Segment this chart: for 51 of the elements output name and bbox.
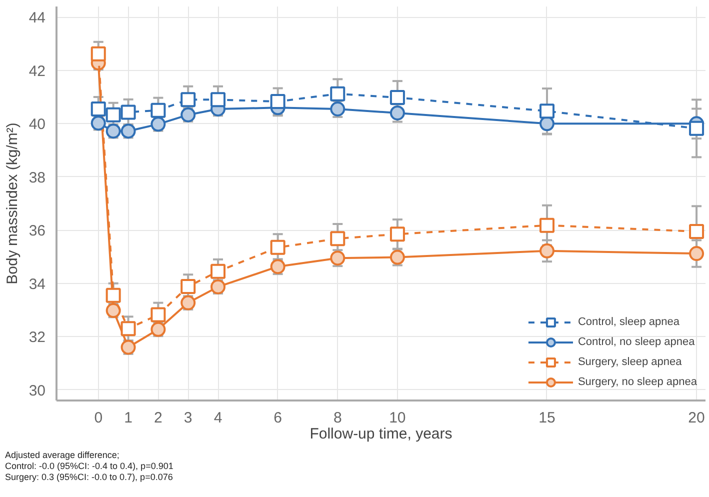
y-tick-label: 36 <box>28 222 46 240</box>
point <box>150 307 166 322</box>
x-tick-label: 8 <box>333 410 342 426</box>
x-tick-label: 2 <box>154 410 162 426</box>
x-tick-label: 1 <box>124 410 132 426</box>
text: Control: -0.0 (95%CI: -0.4 to 0.4), p=0.901 <box>5 461 174 471</box>
y-axis-title: Body massindex (kg/m²) <box>4 122 21 284</box>
point <box>120 104 136 120</box>
point <box>390 90 405 106</box>
x-axis-title: Follow-up time, years <box>310 426 452 442</box>
point <box>689 120 704 136</box>
x-tick-label: 10 <box>389 410 406 426</box>
x-tick-label: 20 <box>688 410 705 426</box>
y-tick-label: 34 <box>28 276 46 293</box>
point <box>689 224 704 239</box>
point <box>90 101 106 116</box>
y-tick-label: 42 <box>28 62 46 80</box>
point <box>150 102 166 118</box>
point <box>180 279 196 294</box>
y-tick-label: 32 <box>28 329 46 346</box>
x-tick-label: 4 <box>214 410 222 426</box>
y-tick-label: 38 <box>28 169 46 186</box>
legend-label: Surgery, no sleep apnea <box>578 376 697 388</box>
point <box>210 264 226 279</box>
y-tick-label: 40 <box>28 116 46 134</box>
y-tick-label: 44 <box>28 10 46 27</box>
point <box>106 107 121 122</box>
point <box>120 321 136 336</box>
text: Surgery: 0.3 (95%CI: -0.0 to 0.7), p=0.076 <box>5 472 173 482</box>
point <box>210 92 226 108</box>
point <box>106 288 121 303</box>
point <box>689 246 704 262</box>
point <box>330 86 346 102</box>
point <box>330 231 346 246</box>
x-tick-label: 3 <box>184 410 192 426</box>
legend-label: Control, no sleep apnea <box>578 336 695 348</box>
legend-label: Control, sleep apnea <box>578 316 680 328</box>
point <box>270 94 286 110</box>
x-tick-label: 0 <box>94 410 103 426</box>
x-tick-label: 6 <box>274 410 282 426</box>
point <box>539 243 554 258</box>
point <box>539 104 554 119</box>
text: Adjusted average difference; <box>5 450 120 460</box>
point <box>270 240 286 255</box>
point <box>390 226 405 242</box>
y-tick-label: 30 <box>28 382 46 400</box>
legend-label: Surgery, sleep apnea <box>578 356 682 368</box>
point <box>539 218 554 233</box>
point <box>180 92 196 108</box>
point <box>90 46 106 62</box>
x-tick-label: 15 <box>538 410 556 426</box>
